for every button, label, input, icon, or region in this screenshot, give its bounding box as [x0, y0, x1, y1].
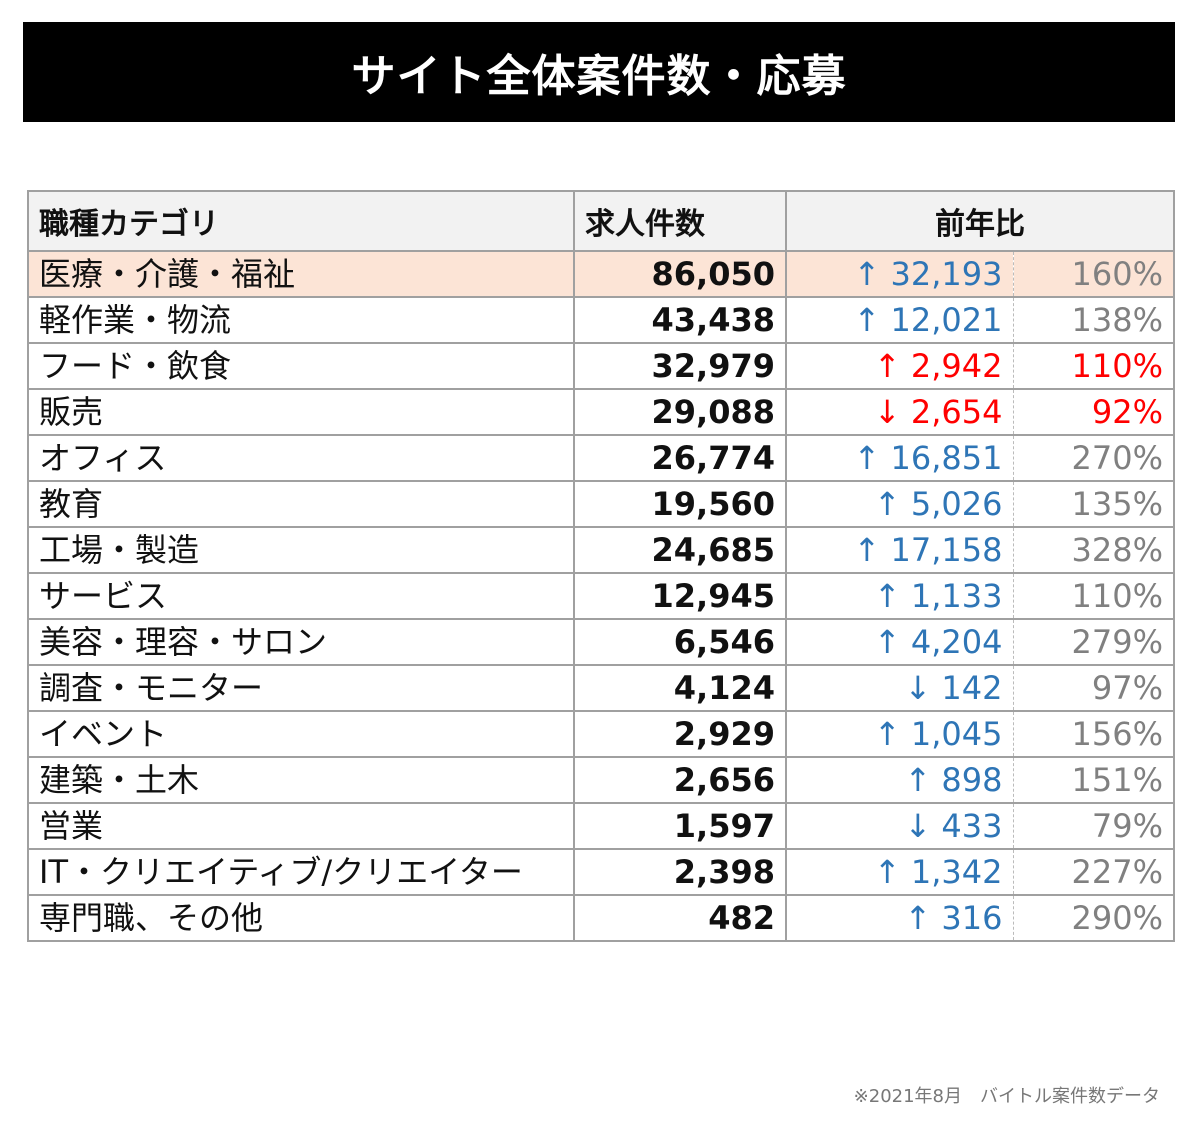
- cell-yoy-percent: 227%: [1012, 848, 1175, 896]
- cell-yoy-diff: ↓ 433: [785, 802, 1014, 850]
- cell-count: 2,398: [573, 848, 787, 896]
- cell-count: 32,979: [573, 342, 787, 390]
- cell-yoy-diff: ↑ 32,193: [785, 250, 1014, 298]
- cell-yoy-diff: ↑ 12,021: [785, 296, 1014, 344]
- cell-count: 86,050: [573, 250, 787, 298]
- cell-count: 43,438: [573, 296, 787, 344]
- cell-yoy-diff: ↑ 1,342: [785, 848, 1014, 896]
- cell-yoy-percent: 110%: [1012, 572, 1175, 620]
- cell-count: 29,088: [573, 388, 787, 436]
- table-row: フード・飲食 32,979 ↑ 2,942 110%: [27, 342, 1175, 390]
- cell-yoy-percent: 328%: [1012, 526, 1175, 574]
- cell-count: 1,597: [573, 802, 787, 850]
- cell-count: 2,929: [573, 710, 787, 758]
- cell-count: 12,945: [573, 572, 787, 620]
- table-row: 医療・介護・福祉 86,050 ↑ 32,193 160%: [27, 250, 1175, 298]
- column-header-count: 求人件数: [573, 190, 787, 252]
- table-row: イベント 2,929 ↑ 1,045 156%: [27, 710, 1175, 758]
- cell-category: 軽作業・物流: [27, 296, 575, 344]
- table-row: 専門職、その他 482 ↑ 316 290%: [27, 894, 1175, 942]
- cell-yoy-diff: ↑ 316: [785, 894, 1014, 942]
- table-row: 販売 29,088 ↓ 2,654 92%: [27, 388, 1175, 436]
- cell-category: 建築・土木: [27, 756, 575, 804]
- cell-count: 24,685: [573, 526, 787, 574]
- cell-category: 販売: [27, 388, 575, 436]
- cell-category: 教育: [27, 480, 575, 528]
- cell-yoy-diff: ↑ 1,133: [785, 572, 1014, 620]
- cell-category: イベント: [27, 710, 575, 758]
- table-row: オフィス 26,774 ↑ 16,851 270%: [27, 434, 1175, 482]
- cell-category: サービス: [27, 572, 575, 620]
- cell-yoy-diff: ↑ 17,158: [785, 526, 1014, 574]
- job-category-table: 職種カテゴリ 求人件数 前年比 医療・介護・福祉 86,050 ↑ 32,193 16…: [27, 190, 1175, 942]
- cell-yoy-percent: 92%: [1012, 388, 1175, 436]
- table-row: 工場・製造 24,685 ↑ 17,158 328%: [27, 526, 1175, 574]
- cell-count: 2,656: [573, 756, 787, 804]
- footnote: ※2021年8月 バイトル案件数データ: [853, 1086, 1160, 1107]
- cell-count: 482: [573, 894, 787, 942]
- table-row: 営業 1,597 ↓ 433 79%: [27, 802, 1175, 850]
- cell-yoy-diff: ↓ 2,654: [785, 388, 1014, 436]
- cell-yoy-percent: 156%: [1012, 710, 1175, 758]
- cell-yoy-percent: 151%: [1012, 756, 1175, 804]
- cell-yoy-percent: 270%: [1012, 434, 1175, 482]
- page-title: サイト全体案件数・応募: [23, 22, 1175, 122]
- table-row: IT・クリエイティブ/クリエイター 2,398 ↑ 1,342 227%: [27, 848, 1175, 896]
- table-row: 軽作業・物流 43,438 ↑ 12,021 138%: [27, 296, 1175, 344]
- table-row: 教育 19,560 ↑ 5,026 135%: [27, 480, 1175, 528]
- table-row: 美容・理容・サロン 6,546 ↑ 4,204 279%: [27, 618, 1175, 666]
- cell-category: 医療・介護・福祉: [27, 250, 575, 298]
- cell-yoy-diff: ↑ 2,942: [785, 342, 1014, 390]
- table-row: サービス 12,945 ↑ 1,133 110%: [27, 572, 1175, 620]
- cell-yoy-percent: 138%: [1012, 296, 1175, 344]
- cell-yoy-percent: 97%: [1012, 664, 1175, 712]
- cell-category: 美容・理容・サロン: [27, 618, 575, 666]
- cell-yoy-percent: 110%: [1012, 342, 1175, 390]
- cell-count: 26,774: [573, 434, 787, 482]
- cell-yoy-diff: ↑ 16,851: [785, 434, 1014, 482]
- cell-count: 19,560: [573, 480, 787, 528]
- cell-category: オフィス: [27, 434, 575, 482]
- cell-yoy-percent: 135%: [1012, 480, 1175, 528]
- cell-yoy-diff: ↑ 898: [785, 756, 1014, 804]
- table-row: 調査・モニター 4,124 ↓ 142 97%: [27, 664, 1175, 712]
- cell-category: IT・クリエイティブ/クリエイター: [27, 848, 575, 896]
- cell-category: 専門職、その他: [27, 894, 575, 942]
- column-header-category: 職種カテゴリ: [27, 190, 575, 252]
- cell-yoy-diff: ↑ 5,026: [785, 480, 1014, 528]
- cell-category: 工場・製造: [27, 526, 575, 574]
- table-header: 職種カテゴリ 求人件数 前年比: [27, 190, 1175, 252]
- table-row: 建築・土木 2,656 ↑ 898 151%: [27, 756, 1175, 804]
- cell-yoy-diff: ↑ 4,204: [785, 618, 1014, 666]
- cell-yoy-percent: 290%: [1012, 894, 1175, 942]
- cell-yoy-diff: ↑ 1,045: [785, 710, 1014, 758]
- cell-yoy-percent: 79%: [1012, 802, 1175, 850]
- cell-category: フード・飲食: [27, 342, 575, 390]
- cell-count: 6,546: [573, 618, 787, 666]
- cell-count: 4,124: [573, 664, 787, 712]
- column-header-yoy: 前年比: [785, 190, 1175, 252]
- cell-yoy-diff: ↓ 142: [785, 664, 1014, 712]
- cell-category: 営業: [27, 802, 575, 850]
- cell-yoy-percent: 160%: [1012, 250, 1175, 298]
- cell-category: 調査・モニター: [27, 664, 575, 712]
- cell-yoy-percent: 279%: [1012, 618, 1175, 666]
